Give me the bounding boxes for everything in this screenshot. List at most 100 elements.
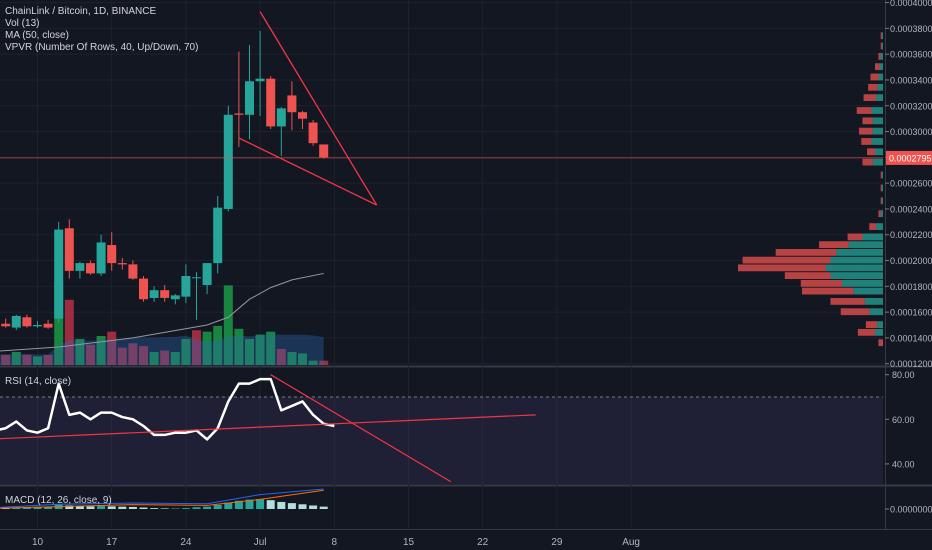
vpvr-down-bar xyxy=(861,138,872,145)
vpvr-up-bar xyxy=(877,83,883,91)
macd-histogram-bar xyxy=(75,506,84,509)
vpvr-up-bar xyxy=(880,52,883,60)
macd-signal-line xyxy=(0,489,324,509)
vpvr-down-bar xyxy=(868,83,878,91)
vpvr-down-bar xyxy=(847,233,863,241)
candle-body xyxy=(160,290,170,298)
vpvr-down-bar xyxy=(880,171,882,179)
volume-bar xyxy=(96,336,106,365)
macd-histogram-bar xyxy=(213,504,222,509)
vpvr-up-bar xyxy=(881,42,883,50)
rsi-trendline xyxy=(270,374,452,483)
macd-histogram-bar xyxy=(203,506,212,509)
macd-histogram-bar xyxy=(160,508,169,509)
vpvr-up-bar xyxy=(875,328,883,336)
vpvr-up-bar xyxy=(881,197,883,205)
volume-bar xyxy=(287,351,297,365)
vpvr-up-bar xyxy=(872,117,883,125)
macd-histogram-bar xyxy=(86,506,95,509)
vpvr-down-bar xyxy=(863,94,877,102)
vpvr-up-bar xyxy=(877,321,883,329)
vpvr-up-bar xyxy=(872,127,883,135)
macd-histogram-bar xyxy=(33,507,42,509)
vpvr-down-bar xyxy=(840,308,870,316)
candle-body xyxy=(11,315,21,328)
macd-tick-label: 0.00000000 xyxy=(890,505,932,515)
vpvr-down-bar xyxy=(800,279,842,287)
wedge-trendline xyxy=(259,11,378,206)
candle-body xyxy=(22,317,32,327)
ma50-line xyxy=(0,272,324,352)
volume-bar xyxy=(107,331,117,365)
vpvr-down-bar xyxy=(819,241,849,249)
candle-body xyxy=(298,112,307,119)
macd-histogram-bar xyxy=(287,503,296,509)
vpvr-down-bar xyxy=(878,210,881,218)
symbol-title[interactable]: ChainLink / Bitcoin, 1D, BINANCE xyxy=(5,6,157,17)
rsi-tick-label: 60.00 xyxy=(892,415,915,425)
macd-histogram-bar xyxy=(97,506,106,509)
candle-body xyxy=(287,95,297,113)
ma-legend[interactable]: MA (50, close) xyxy=(5,30,69,41)
macd-histogram-bar xyxy=(107,506,116,509)
candle-body xyxy=(192,277,201,279)
volume-ma-area xyxy=(0,334,324,365)
vpvr-up-bar xyxy=(862,233,883,241)
rsi-legend[interactable]: RSI (14, close) xyxy=(5,376,72,387)
vpvr-up-bar xyxy=(876,223,883,230)
candle-body xyxy=(1,323,11,327)
candle-body xyxy=(276,108,286,127)
macd-histogram-bar xyxy=(277,501,286,509)
vpvr-up-bar xyxy=(872,158,883,166)
volume-bar xyxy=(234,328,244,365)
volume-bar xyxy=(319,360,329,365)
volume-bar xyxy=(213,325,223,365)
x-tick-label: 8 xyxy=(332,537,338,548)
macd-histogram-bar xyxy=(128,506,137,509)
x-tick-label: Jul xyxy=(254,537,267,548)
vol-legend[interactable]: Vol (13) xyxy=(5,18,40,29)
candle-body xyxy=(308,122,318,144)
vpvr-up-bar xyxy=(830,272,883,280)
macd-histogram-bar xyxy=(22,507,31,509)
candle-body xyxy=(139,278,148,300)
macd-histogram-bar xyxy=(1,508,10,509)
vpvr-up-bar xyxy=(876,94,883,102)
vpvr-up-bar xyxy=(853,287,883,295)
wedge-trendline xyxy=(238,137,377,206)
candle-body xyxy=(319,144,329,158)
vpvr-up-bar xyxy=(830,256,883,264)
candle-body xyxy=(64,228,74,271)
vpvr-legend[interactable]: VPVR (Number Of Rows, 40, Up/Down, 70) xyxy=(5,42,199,53)
volume-bar xyxy=(266,331,276,365)
volume-bar xyxy=(149,351,159,365)
vpvr-down-bar xyxy=(880,184,882,192)
vpvr-up-bar xyxy=(869,308,883,316)
last-price-label: 0.00027957 xyxy=(889,153,932,163)
main-legend: ChainLink / Bitcoin, 1D, BINANCE Vol (13… xyxy=(5,6,198,54)
candle-body xyxy=(202,263,212,286)
volume-bar xyxy=(43,354,53,365)
x-tick-label: 15 xyxy=(403,537,415,548)
vpvr-up-bar xyxy=(871,107,883,114)
macd-legend[interactable]: MACD (12, 26, close, 9) xyxy=(5,495,112,506)
rsi-tick-label: 40.00 xyxy=(892,459,915,469)
macd-histogram-bar xyxy=(309,505,318,509)
volume-bar xyxy=(22,354,32,365)
macd-histogram-bar xyxy=(266,500,275,509)
candle-body xyxy=(96,242,106,274)
vpvr-down-bar xyxy=(801,287,854,295)
candle-body xyxy=(234,113,244,115)
vpvr-down-bar xyxy=(880,197,882,205)
rsi-tick-label: 80.00 xyxy=(892,370,915,380)
vpvr-down-bar xyxy=(869,223,877,230)
